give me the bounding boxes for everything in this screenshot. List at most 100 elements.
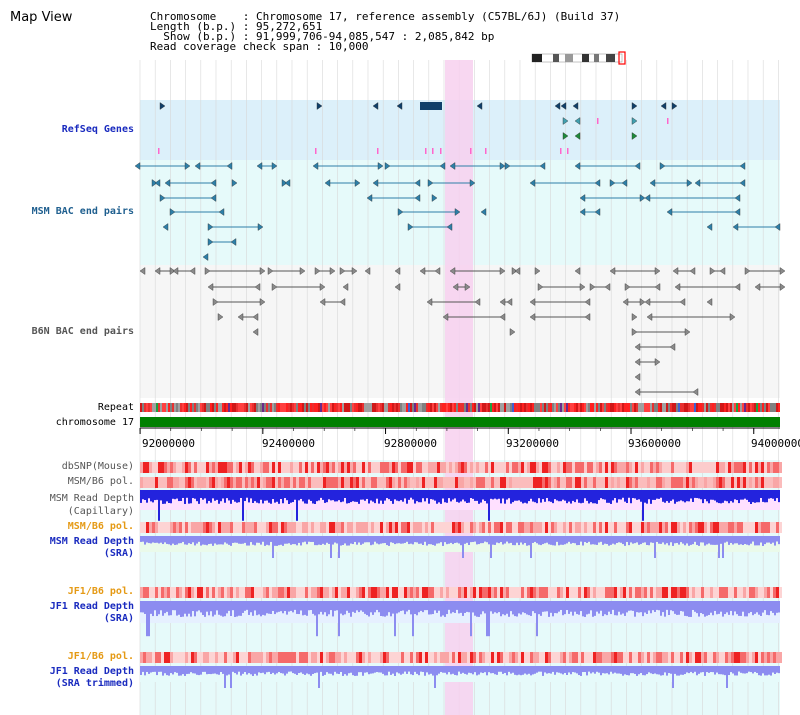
heat-cell [578, 587, 581, 598]
heat-cell [296, 587, 299, 598]
read-depth-bar [642, 601, 644, 617]
heat-cell [362, 477, 365, 488]
repeat-segment [538, 403, 540, 412]
read-depth-bar [334, 536, 336, 543]
read-depth-bar [738, 601, 740, 616]
heat-cell [398, 477, 401, 488]
heat-cell [575, 462, 578, 473]
read-depth-bar [710, 490, 712, 500]
heat-cell [362, 652, 365, 663]
read-depth-bar [398, 490, 400, 502]
read-depth-bar [640, 490, 642, 502]
msm-bac-end [384, 162, 391, 170]
heat-cell [734, 652, 737, 663]
repeat-segment [624, 403, 626, 412]
heat-cell [161, 477, 164, 488]
repeat-segment [522, 403, 524, 412]
heat-cell [437, 462, 440, 473]
heat-cell [776, 652, 779, 663]
heat-cell [281, 652, 284, 663]
read-depth-bar [422, 601, 424, 613]
read-depth-bar [230, 536, 232, 546]
read-depth-bar [448, 490, 450, 499]
msm-bac-end [169, 208, 176, 216]
repeat-segment [340, 403, 342, 412]
read-depth-bar [546, 601, 548, 612]
b6n-bac-features[interactable] [139, 267, 786, 396]
read-depth-bar [748, 666, 750, 672]
heat-cell [182, 522, 185, 533]
read-depth-bar [704, 601, 706, 617]
heat-cell [233, 652, 236, 663]
read-depth-bar [576, 536, 578, 546]
repeat-segment [562, 403, 564, 412]
heat-cell [269, 587, 272, 598]
heat-cell [740, 462, 743, 473]
repeat-segment [666, 403, 668, 412]
repeat-segment [560, 403, 562, 412]
read-depth-bar [310, 666, 312, 676]
read-depth-bar [506, 536, 508, 542]
heat-cell [458, 477, 461, 488]
read-depth-bar [252, 490, 254, 503]
heat-cell [527, 477, 530, 488]
read-depth-bar [214, 666, 216, 674]
heat-cell [152, 477, 155, 488]
read-depth-bar [458, 666, 460, 672]
repeat-segment [738, 403, 740, 412]
heat-cell [518, 477, 521, 488]
read-depth-bar [776, 536, 778, 542]
read-depth-bar [768, 601, 770, 616]
b6n-bac-label[interactable]: B6N BAC end pairs [31, 326, 134, 337]
heat-cell [428, 652, 431, 663]
heat-cell [440, 522, 443, 533]
read-depth-bar [466, 601, 468, 612]
read-depth-bar [470, 490, 472, 499]
heat-cell [407, 477, 410, 488]
read-depth-bar [514, 601, 516, 617]
refseq-gene-arrow [560, 102, 567, 110]
heat-cell [293, 462, 296, 473]
heat-cell [140, 587, 143, 598]
msm-b6-pol-sra-label: MSM/B6 pol. [67, 521, 134, 532]
heat-cell [623, 652, 626, 663]
read-depth-bar [302, 490, 304, 502]
read-depth-bar [558, 490, 560, 502]
read-depth-bar [180, 490, 182, 501]
read-depth-bar [388, 536, 390, 546]
read-depth-bar [388, 490, 390, 500]
read-depth-bar [554, 666, 556, 675]
read-depth-bar [418, 490, 420, 503]
refseq-gene-features[interactable] [158, 102, 678, 154]
read-depth-bar [648, 601, 650, 611]
heat-cell [275, 477, 278, 488]
read-depth-bar [762, 490, 764, 502]
read-depth-bar [550, 536, 552, 545]
repeat-segment [750, 403, 752, 412]
heat-cell [596, 522, 599, 533]
read-depth-bar [550, 490, 552, 502]
read-depth-bar [572, 490, 574, 501]
read-depth-bar [306, 536, 308, 545]
heat-cell [539, 462, 542, 473]
read-depth-bar [188, 601, 190, 614]
msm-bac-features[interactable] [134, 162, 781, 261]
heat-cell [143, 522, 146, 533]
read-depth-bar [234, 490, 236, 502]
read-depth-bar [192, 666, 194, 674]
heat-cell [338, 652, 341, 663]
read-depth-bar [702, 536, 704, 543]
heat-cell [383, 652, 386, 663]
msm-bac-label[interactable]: MSM BAC end pairs [31, 206, 134, 217]
heat-cell [554, 652, 557, 663]
read-depth-bar [422, 536, 424, 546]
heat-cell [251, 477, 254, 488]
heat-cell [275, 587, 278, 598]
heat-cell [671, 522, 674, 533]
read-depth-bar [690, 601, 692, 617]
read-depth-bar [342, 490, 344, 502]
heat-cell [314, 477, 317, 488]
refseq-genes-label[interactable]: RefSeq Genes [61, 124, 134, 135]
heat-cell [719, 652, 722, 663]
